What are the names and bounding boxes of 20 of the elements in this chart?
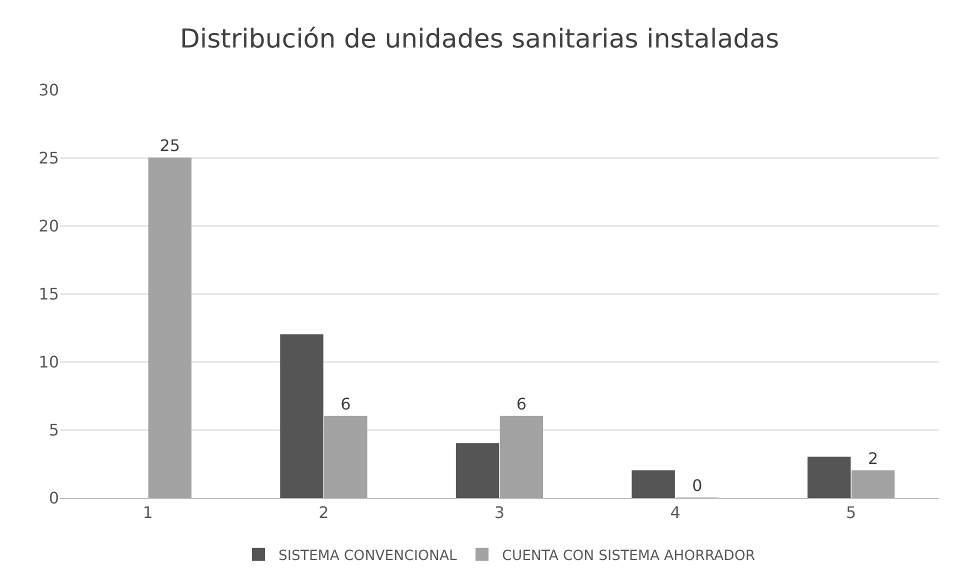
y-tick-label: 25 (38, 148, 59, 168)
data-label: 6 (340, 394, 351, 414)
data-label: 6 (516, 394, 527, 414)
x-tick-label: 5 (846, 503, 856, 522)
y-tick-label: 15 (38, 284, 59, 304)
y-tick-label: 10 (38, 352, 59, 372)
x-tick-label: 4 (670, 503, 680, 522)
y-tick-label: 5 (48, 420, 59, 440)
y-tick-label: 30 (38, 80, 59, 100)
legend-label: SISTEMA CONVENCIONAL (278, 548, 458, 564)
legend-label: CUENTA CON SISTEMA AHORRADOR (502, 548, 756, 564)
y-tick-label: 0 (48, 488, 59, 508)
x-tick-label: 3 (494, 503, 505, 522)
x-tick-label: 2 (318, 503, 329, 522)
x-tick-label: 1 (142, 503, 153, 522)
chart-title: Distribución de unidades sanitarias instaladas (180, 24, 780, 54)
data-label: 2 (868, 448, 878, 468)
data-label: 0 (692, 476, 702, 495)
data-label: 25 (160, 136, 180, 155)
y-tick-label: 20 (38, 216, 59, 236)
